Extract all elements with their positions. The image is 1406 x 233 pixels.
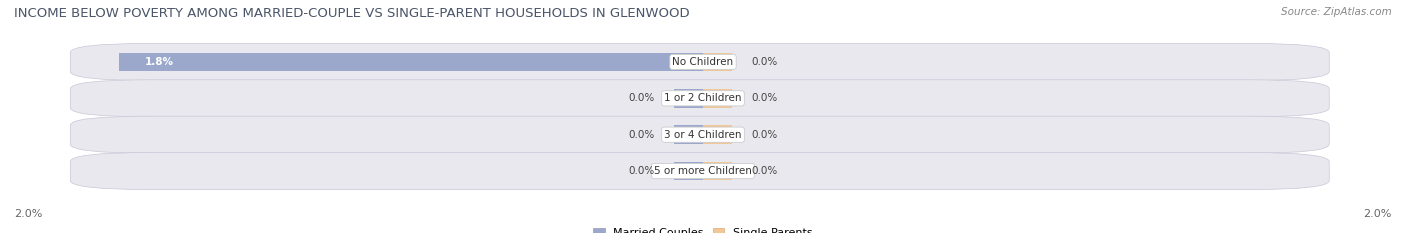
Text: 2.0%: 2.0% (1364, 209, 1392, 219)
Bar (703, 89, 733, 108)
Text: 0.0%: 0.0% (752, 130, 778, 140)
Text: 0.0%: 0.0% (628, 93, 654, 103)
Text: 2.0%: 2.0% (14, 209, 42, 219)
Text: 5 or more Children: 5 or more Children (654, 166, 752, 176)
Text: 0.0%: 0.0% (752, 93, 778, 103)
Text: 1 or 2 Children: 1 or 2 Children (664, 93, 742, 103)
Bar (703, 162, 733, 180)
Bar (673, 162, 703, 180)
Bar (120, 53, 703, 71)
Text: Source: ZipAtlas.com: Source: ZipAtlas.com (1281, 7, 1392, 17)
FancyBboxPatch shape (70, 43, 1329, 80)
Text: INCOME BELOW POVERTY AMONG MARRIED-COUPLE VS SINGLE-PARENT HOUSEHOLDS IN GLENWOO: INCOME BELOW POVERTY AMONG MARRIED-COUPL… (14, 7, 690, 20)
FancyBboxPatch shape (70, 116, 1329, 153)
Legend: Married Couples, Single Parents: Married Couples, Single Parents (593, 228, 813, 233)
Text: 0.0%: 0.0% (752, 166, 778, 176)
Text: 3 or 4 Children: 3 or 4 Children (664, 130, 742, 140)
Bar (673, 125, 703, 144)
FancyBboxPatch shape (70, 80, 1329, 117)
Bar (673, 89, 703, 108)
Text: 0.0%: 0.0% (628, 130, 654, 140)
Bar (703, 125, 733, 144)
Text: No Children: No Children (672, 57, 734, 67)
Text: 0.0%: 0.0% (628, 166, 654, 176)
FancyBboxPatch shape (70, 153, 1329, 190)
Text: 0.0%: 0.0% (752, 57, 778, 67)
Bar (703, 53, 733, 71)
Text: 1.8%: 1.8% (145, 57, 174, 67)
